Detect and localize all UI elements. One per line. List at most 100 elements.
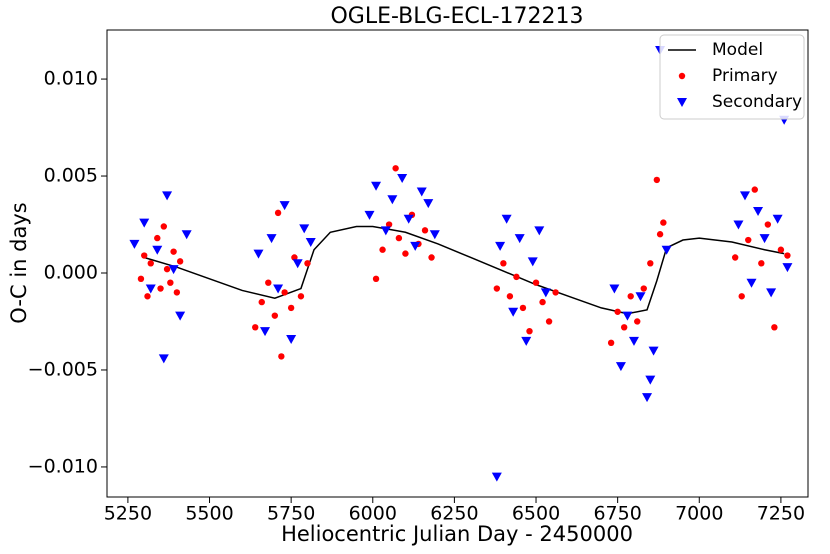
x-tick-label: 6750 xyxy=(593,503,641,525)
secondary-point xyxy=(152,245,163,255)
primary-point xyxy=(141,252,148,259)
primary-point xyxy=(160,223,168,230)
legend-label: Secondary xyxy=(712,92,802,112)
secondary-point xyxy=(416,187,427,197)
primary-point xyxy=(634,318,641,325)
secondary-point xyxy=(364,210,375,220)
x-tick-label: 7250 xyxy=(757,503,805,525)
primary-point xyxy=(402,250,409,257)
secondary-point xyxy=(380,226,391,236)
secondary-point xyxy=(753,206,764,216)
primary-point xyxy=(784,252,791,259)
primary-point xyxy=(281,289,288,296)
x-tick-label: 7000 xyxy=(675,503,723,525)
secondary-point xyxy=(168,265,179,275)
primary-point xyxy=(545,318,553,325)
secondary-point xyxy=(273,284,284,294)
y-tick-label: −0.010 xyxy=(28,455,98,477)
primary-point xyxy=(731,254,739,261)
x-tick-label: 6500 xyxy=(512,503,560,525)
primary-point xyxy=(154,234,161,242)
chart-title: OGLE-BLG-ECL-172213 xyxy=(330,4,583,29)
legend-marker xyxy=(678,72,686,80)
primary-point xyxy=(738,293,745,300)
primary-point xyxy=(421,227,429,234)
secondary-point xyxy=(527,257,538,267)
legend-box xyxy=(659,34,805,120)
primary-point xyxy=(176,258,184,265)
secondary-point xyxy=(635,292,646,302)
secondary-point xyxy=(305,237,316,247)
x-tick-label: 5500 xyxy=(185,503,233,525)
primary-point xyxy=(614,308,621,315)
secondary-point xyxy=(766,288,777,298)
primary-point xyxy=(379,246,386,253)
primary-point xyxy=(519,304,527,312)
primary-point xyxy=(758,260,765,267)
secondary-point xyxy=(645,375,656,385)
primary-point xyxy=(532,279,540,286)
y-axis-label: O-C in days xyxy=(7,202,31,323)
primary-point xyxy=(287,304,295,312)
x-tick-label: 5750 xyxy=(267,503,315,525)
secondary-point xyxy=(491,472,502,482)
primary-point xyxy=(137,275,145,283)
primary-point xyxy=(163,265,171,273)
secondary-point xyxy=(139,218,150,228)
primary-point xyxy=(167,279,174,286)
secondary-point xyxy=(514,234,525,244)
x-tick-label: 5250 xyxy=(104,503,152,525)
legend-label: Primary xyxy=(712,66,778,86)
secondary-point xyxy=(615,362,626,372)
secondary-point xyxy=(733,220,744,230)
secondary-point xyxy=(759,234,770,244)
primary-point xyxy=(493,285,501,292)
primary-point xyxy=(170,248,177,255)
x-tick-label: 6000 xyxy=(349,503,397,525)
secondary-point xyxy=(253,249,264,259)
secondary-point xyxy=(746,278,757,288)
legend-marker xyxy=(677,98,687,107)
y-tick-label: 0.010 xyxy=(44,68,98,90)
secondary-point xyxy=(266,234,277,244)
secondary-point xyxy=(622,311,633,321)
y-tick-label: −0.005 xyxy=(28,358,98,380)
secondary-point xyxy=(158,354,169,364)
primary-point xyxy=(392,165,399,172)
primary-point xyxy=(751,186,758,193)
primary-point xyxy=(304,260,311,267)
secondary-point xyxy=(260,327,271,337)
secondary-point xyxy=(508,307,519,317)
secondary-point xyxy=(371,181,382,191)
primary-point xyxy=(147,260,154,267)
plot-area xyxy=(129,45,793,482)
primary-point xyxy=(627,293,634,300)
secondary-point xyxy=(642,393,653,403)
secondary-point xyxy=(521,336,532,346)
secondary-point xyxy=(397,173,408,183)
primary-point xyxy=(385,221,393,228)
plot-frame xyxy=(106,29,809,498)
x-tick-label: 6250 xyxy=(430,503,478,525)
primary-point xyxy=(745,236,752,244)
primary-point xyxy=(265,279,272,286)
primary-point xyxy=(656,231,664,238)
primary-point xyxy=(252,324,259,331)
secondary-point xyxy=(661,245,672,255)
primary-point xyxy=(640,285,647,292)
primary-point xyxy=(513,273,520,281)
secondary-point xyxy=(772,214,783,224)
secondary-point xyxy=(129,239,140,249)
secondary-point xyxy=(739,191,750,201)
model-line xyxy=(144,225,785,315)
secondary-point xyxy=(648,346,659,356)
secondary-point xyxy=(286,334,297,344)
secondary-point xyxy=(387,195,398,205)
primary-point xyxy=(607,339,615,347)
primary-point xyxy=(764,221,772,228)
y-tick-label: 0.000 xyxy=(44,262,98,284)
secondary-point xyxy=(162,191,173,201)
primary-point xyxy=(157,285,164,292)
primary-point xyxy=(539,298,546,306)
